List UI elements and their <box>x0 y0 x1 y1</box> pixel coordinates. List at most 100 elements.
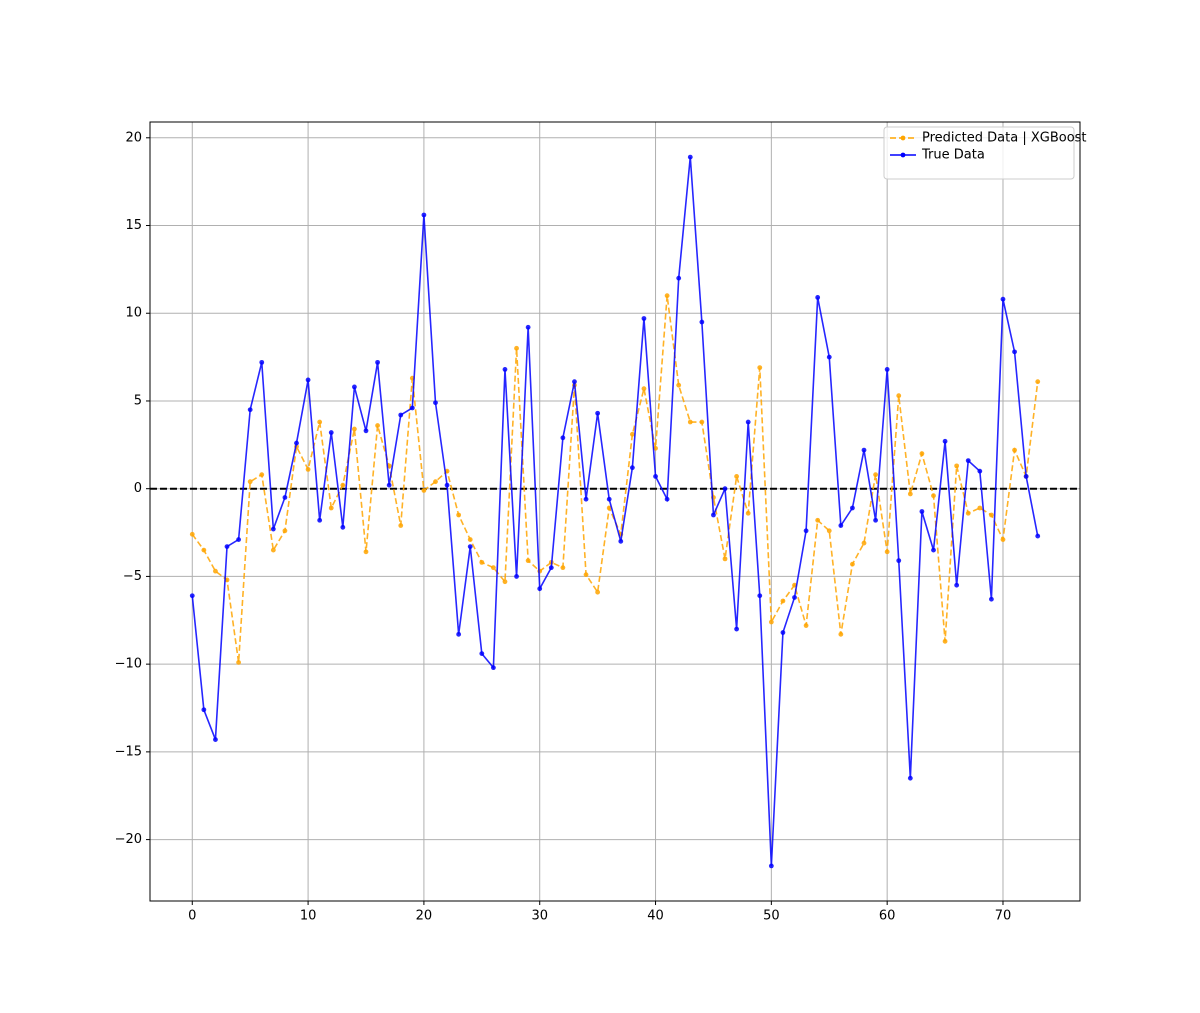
data-point <box>653 474 658 479</box>
data-point <box>838 523 844 528</box>
data-point <box>548 565 554 571</box>
data-point <box>201 547 207 553</box>
data-point <box>224 544 230 549</box>
data-point <box>247 479 253 485</box>
data-point <box>525 324 531 330</box>
data-point <box>942 638 948 644</box>
data-point <box>433 479 438 485</box>
data-point <box>595 589 601 595</box>
series-line <box>191 295 1039 663</box>
data-point <box>745 419 751 425</box>
data-point <box>896 393 902 399</box>
data-point <box>861 540 867 546</box>
data-point <box>479 559 485 565</box>
data-point <box>247 407 253 413</box>
data-point <box>456 512 462 518</box>
x-tick-label: 40 <box>647 909 664 924</box>
data-point <box>687 419 693 425</box>
data-point <box>896 558 902 564</box>
y-tick-label: 0 <box>134 481 142 496</box>
data-point <box>259 359 265 365</box>
data-point <box>328 505 334 511</box>
data-point <box>525 558 531 564</box>
data-point <box>352 426 357 432</box>
data-point <box>850 561 855 567</box>
data-point <box>1012 349 1017 355</box>
data-point <box>201 707 207 713</box>
data-point <box>664 496 670 502</box>
data-point <box>317 517 323 523</box>
data-point <box>213 737 218 742</box>
data-point <box>919 451 925 457</box>
data-point <box>687 154 693 160</box>
data-point <box>490 565 496 571</box>
data-point <box>433 400 438 406</box>
data-point <box>676 382 682 388</box>
y-tick-label: −10 <box>115 657 142 672</box>
data-point <box>965 510 971 516</box>
data-point <box>560 435 566 441</box>
data-point <box>884 549 890 555</box>
data-point <box>595 410 601 416</box>
data-point <box>502 579 508 585</box>
data-point <box>919 509 925 514</box>
y-tick-label: 5 <box>134 393 142 408</box>
data-point <box>386 482 392 488</box>
data-point <box>572 379 577 385</box>
data-point <box>768 863 774 869</box>
data-point <box>363 428 369 434</box>
data-point <box>873 517 878 523</box>
data-point <box>294 440 299 446</box>
data-point <box>236 537 241 542</box>
data-point <box>398 523 404 528</box>
y-tick-label: 20 <box>125 130 142 145</box>
data-point <box>699 419 705 425</box>
legend-label: Predicted Data | XGBoost <box>922 131 1087 146</box>
data-point <box>977 468 983 474</box>
data-point <box>942 438 948 444</box>
data-point <box>375 359 380 365</box>
data-point <box>792 595 797 600</box>
x-tick-label: 20 <box>416 909 433 924</box>
data-point <box>699 319 705 325</box>
data-point <box>884 366 890 372</box>
data-point <box>803 528 809 534</box>
data-point <box>826 528 832 534</box>
data-point <box>606 505 612 511</box>
data-point <box>363 549 369 555</box>
data-point <box>444 482 450 488</box>
x-tick-label: 0 <box>188 909 196 924</box>
data-point <box>259 472 265 478</box>
data-point <box>954 582 960 588</box>
data-point <box>757 365 763 371</box>
data-point <box>676 275 682 281</box>
data-point <box>815 517 821 523</box>
data-point <box>989 596 994 602</box>
data-point <box>1035 379 1041 385</box>
data-point <box>340 482 346 488</box>
data-point <box>1012 447 1017 453</box>
data-point <box>213 568 218 574</box>
data-point <box>954 463 960 469</box>
data-point <box>850 505 855 511</box>
x-tick-label: 10 <box>300 909 317 924</box>
data-point <box>1023 474 1029 479</box>
data-point <box>757 593 763 599</box>
data-point <box>768 619 774 625</box>
plot-frame <box>149 121 1081 902</box>
data-point <box>467 537 473 542</box>
x-tick-label: 70 <box>995 909 1012 924</box>
data-point <box>722 486 728 492</box>
data-point <box>305 466 311 472</box>
data-point <box>514 345 519 351</box>
data-point <box>629 431 635 437</box>
series-line <box>191 157 1039 866</box>
data-point <box>189 531 195 537</box>
data-point <box>664 293 670 299</box>
data-point <box>456 631 462 637</box>
data-point <box>722 556 728 562</box>
data-point <box>514 574 519 579</box>
data-point <box>734 474 740 479</box>
data-point <box>421 488 427 493</box>
